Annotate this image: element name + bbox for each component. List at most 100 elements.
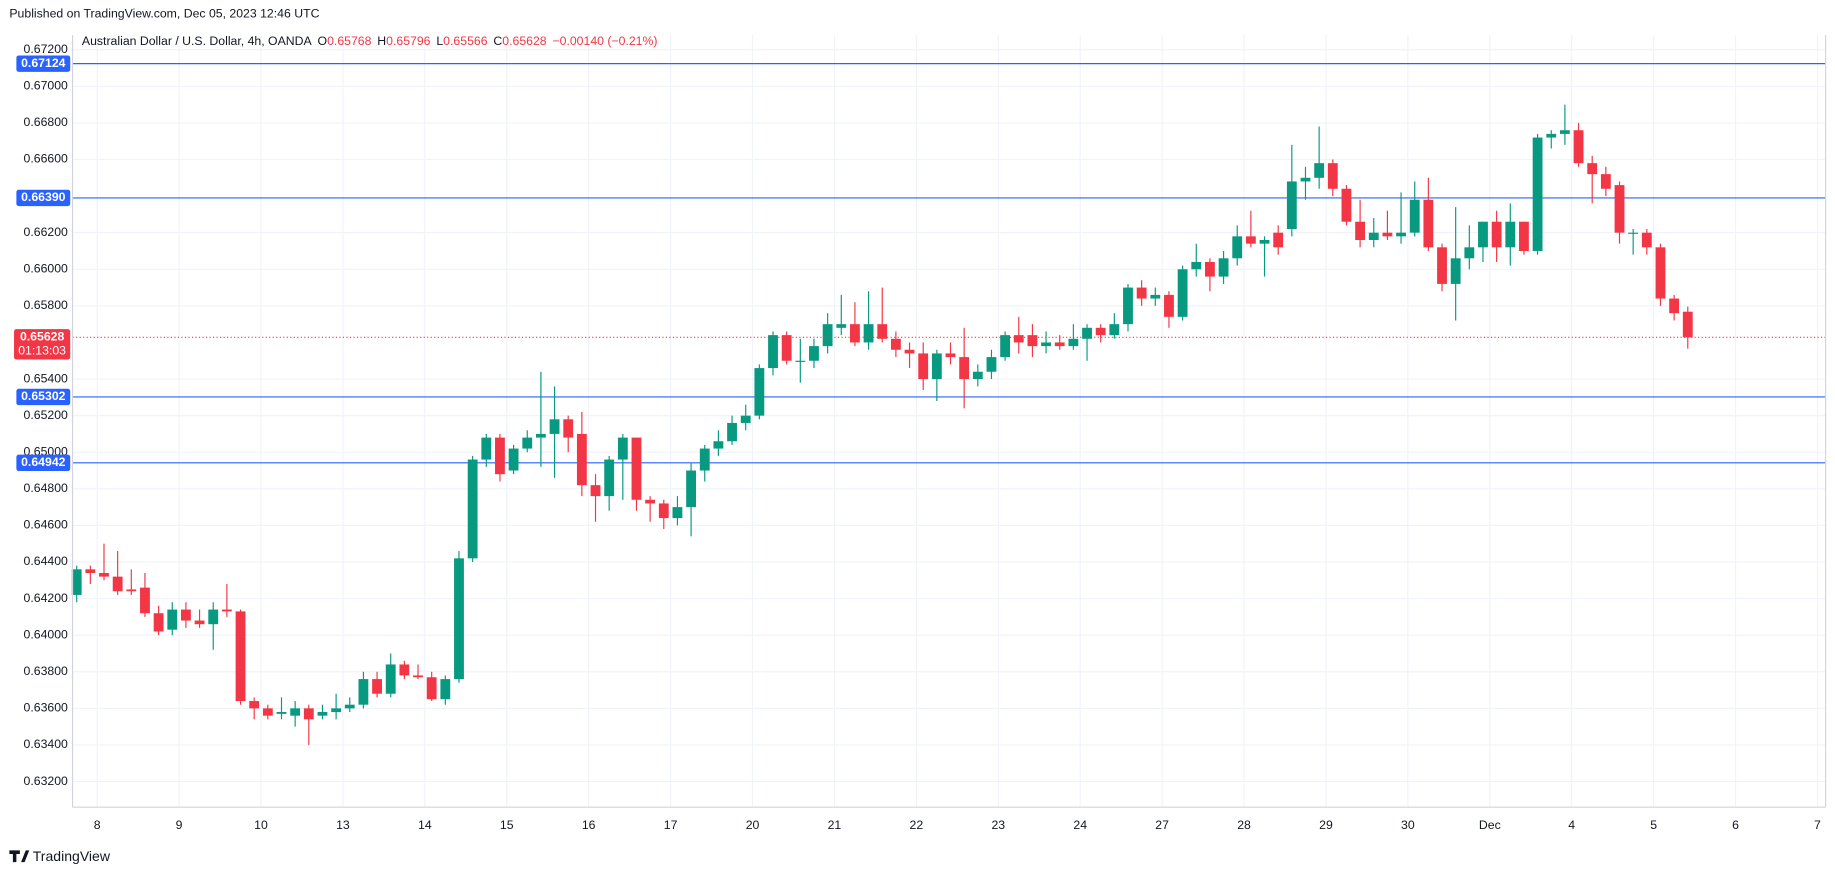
candle-body (535, 433, 546, 438)
x-tick-label: 24 (1073, 818, 1087, 832)
candle-body (522, 437, 533, 449)
level-label: 0.64942 (21, 455, 66, 469)
candle-body (1641, 232, 1652, 248)
candle-body (617, 437, 628, 460)
level-label: 0.66390 (21, 190, 66, 204)
candle-body (1396, 232, 1406, 237)
y-tick-label: 0.66600 (24, 152, 69, 166)
candle-body (904, 349, 915, 354)
y-tick-label: 0.66200 (24, 225, 69, 239)
x-tick-label: 15 (500, 818, 514, 832)
y-tick-label: 0.67000 (24, 79, 69, 93)
candle-body (1491, 221, 1502, 248)
y-tick-label: 0.64200 (24, 591, 69, 605)
candle-body (576, 433, 587, 486)
candle-body (1382, 232, 1393, 237)
x-tick-label: 29 (1319, 818, 1333, 832)
candle-body (1478, 221, 1488, 248)
x-tick-label: 10 (254, 818, 268, 832)
level-tag (16, 454, 71, 472)
candle-body (467, 459, 478, 559)
plot (71, 63, 1826, 745)
ohlc-value: 0.65796 (386, 34, 431, 48)
candle-body (440, 679, 451, 700)
y-tick-label: 0.64000 (24, 627, 69, 641)
candle-body (1259, 240, 1270, 244)
candle-body (358, 679, 369, 705)
x-tick-label: 5 (1650, 818, 1657, 832)
y-tick-label: 0.63200 (24, 774, 69, 788)
candle-body (754, 368, 765, 416)
candle-body (303, 708, 314, 720)
candle-body (276, 712, 287, 714)
candle-body (262, 708, 273, 716)
y-tick-label: 0.66000 (24, 262, 69, 276)
candle-body (877, 324, 888, 339)
candle-body (1191, 261, 1202, 270)
candle-body (1095, 327, 1106, 336)
candle-body (1041, 342, 1051, 347)
candle-body (1655, 247, 1666, 299)
instrument: Australian Dollar / U.S. Dollar, 4h, OAN… (82, 34, 313, 48)
level-tag (16, 189, 71, 207)
candle-body (809, 346, 819, 361)
candle-body (1082, 327, 1092, 339)
y-tick-label: 0.63600 (24, 701, 69, 715)
candle-body (986, 357, 997, 372)
candle-body (1164, 294, 1174, 317)
candle-body (781, 335, 792, 361)
candle-body (208, 609, 219, 625)
ohlc-label: H (377, 34, 386, 48)
countdown: 01:13:03 (18, 344, 66, 358)
ohlc-label: L (436, 34, 443, 48)
x-tick-label: 20 (746, 818, 760, 832)
candle-body (645, 499, 656, 504)
candle-body (85, 569, 96, 573)
candle-body (590, 485, 601, 497)
last-price-tag (14, 329, 71, 360)
candle-body (1423, 199, 1434, 248)
candle-body (181, 609, 191, 621)
ohlc-label: C (493, 34, 502, 48)
candle-body (1123, 287, 1133, 325)
candle-body (1286, 181, 1297, 230)
candle-body (1068, 338, 1079, 347)
candle-body (112, 576, 123, 592)
candle-body (481, 437, 492, 460)
candle-body (1232, 236, 1243, 259)
candle-body (740, 415, 751, 423)
ohlc-value: 0.65566 (443, 34, 488, 48)
candle-body (1437, 247, 1447, 284)
y-tick-label: 0.65400 (24, 371, 69, 385)
candle-body (727, 422, 737, 442)
candle-body (713, 441, 724, 449)
x-tick-label: 8 (94, 818, 101, 832)
level-label: 0.65302 (21, 389, 66, 403)
candle-body (850, 324, 860, 343)
candle-body (604, 459, 615, 497)
candle-body (768, 335, 778, 369)
candle-body (1054, 342, 1065, 347)
candle-body (1027, 335, 1038, 347)
candle-body (1505, 221, 1516, 248)
candle-body (1013, 335, 1024, 343)
x-tick-label: Dec (1479, 818, 1501, 832)
candle-body (71, 569, 82, 595)
candle-body (1136, 287, 1147, 299)
x-tick-label: 7 (1814, 818, 1821, 832)
candle-body (1600, 174, 1611, 189)
candle-body (495, 437, 505, 475)
candle-body (1519, 221, 1529, 251)
candle-body (426, 677, 437, 700)
candle-body (413, 675, 423, 678)
ohlc-value: 0.65768 (327, 34, 372, 48)
candle-body (1327, 163, 1338, 189)
candle-body (1587, 163, 1598, 175)
change: −0.00140 (−0.21%) (552, 34, 657, 48)
published-note: Published on TradingView.com, Dec 05, 20… (9, 6, 319, 20)
x-tick-label: 16 (582, 818, 596, 832)
candle-body (99, 572, 109, 577)
x-tick-label: 27 (1155, 818, 1169, 832)
logo-icon (9, 850, 30, 863)
